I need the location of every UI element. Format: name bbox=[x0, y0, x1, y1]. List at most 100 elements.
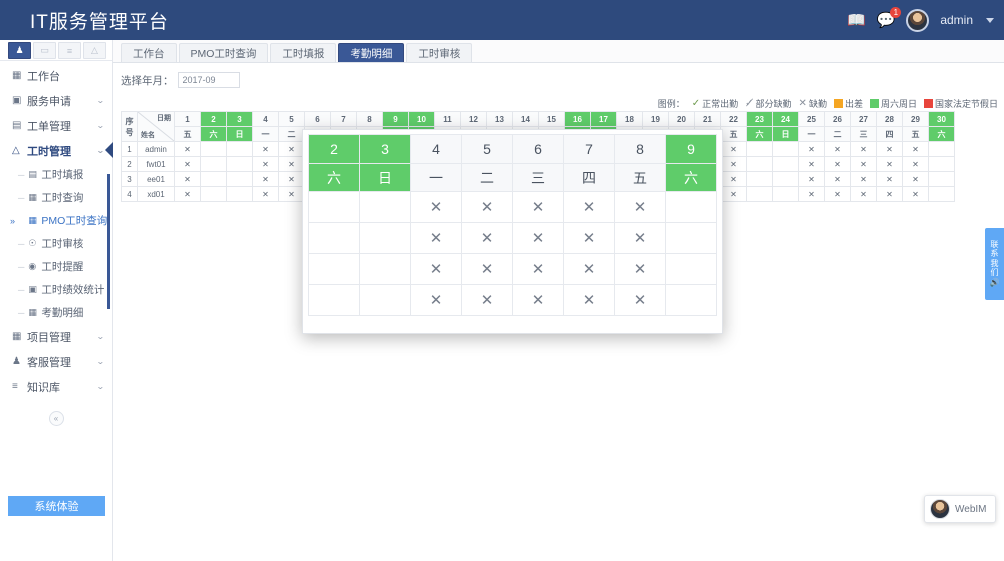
attendance-cell[interactable]: ✕ bbox=[902, 141, 929, 157]
zoom-attendance-cell[interactable] bbox=[308, 222, 360, 254]
tab-workbench[interactable]: 工作台 bbox=[121, 43, 177, 62]
zoom-attendance-cell[interactable] bbox=[308, 284, 360, 316]
message-icon[interactable]: 💬 1 bbox=[877, 6, 902, 28]
day-header[interactable]: 20 bbox=[668, 111, 695, 127]
attendance-cell[interactable]: ✕ bbox=[720, 186, 747, 202]
attendance-cell[interactable]: ✕ bbox=[252, 171, 279, 187]
zoom-day-header[interactable]: 3 bbox=[359, 134, 411, 164]
zoom-attendance-cell[interactable]: ✕ bbox=[512, 222, 564, 254]
attendance-cell[interactable]: ✕ bbox=[174, 156, 201, 172]
day-header[interactable]: 6 bbox=[304, 111, 331, 127]
tab-timesheet-review[interactable]: 工时审核 bbox=[406, 43, 473, 62]
zoom-attendance-cell[interactable]: ✕ bbox=[512, 284, 564, 316]
day-header[interactable]: 11 bbox=[434, 111, 461, 127]
user-name[interactable]: admin bbox=[940, 13, 973, 27]
zoom-attendance-cell[interactable]: ✕ bbox=[410, 191, 462, 223]
attendance-cell[interactable]: ✕ bbox=[720, 141, 747, 157]
zoom-attendance-cell[interactable]: ✕ bbox=[614, 191, 666, 223]
zoom-attendance-cell[interactable]: ✕ bbox=[563, 253, 615, 285]
sidebar-item-timesheet-remind[interactable]: ─ ◉ 工时提醒 bbox=[0, 255, 112, 278]
attendance-cell[interactable] bbox=[200, 141, 227, 157]
sidebar-item-knowledge-base[interactable]: ≡ 知识库 ⌄ bbox=[0, 374, 112, 399]
tab-attendance-detail[interactable]: 考勤明细 bbox=[338, 43, 405, 62]
sidebar-item-ticket-mgmt[interactable]: ▤ 工单管理 ⌄ bbox=[0, 113, 112, 138]
attendance-cell[interactable]: ✕ bbox=[174, 186, 201, 202]
zoom-attendance-cell[interactable]: ✕ bbox=[614, 253, 666, 285]
zoom-attendance-cell[interactable]: ✕ bbox=[461, 191, 513, 223]
attendance-cell[interactable]: ✕ bbox=[798, 141, 825, 157]
zoom-attendance-cell[interactable]: ✕ bbox=[563, 222, 615, 254]
user-icon[interactable]: ♟ bbox=[8, 42, 31, 59]
attendance-cell[interactable]: ✕ bbox=[252, 186, 279, 202]
day-header[interactable]: 22 bbox=[720, 111, 747, 127]
day-header[interactable]: 25 bbox=[798, 111, 825, 127]
day-header[interactable]: 1 bbox=[174, 111, 201, 127]
attendance-cell[interactable]: ✕ bbox=[902, 171, 929, 187]
zoom-attendance-cell[interactable]: ✕ bbox=[563, 191, 615, 223]
tab-timesheet-fill[interactable]: 工时填报 bbox=[270, 43, 337, 62]
zoom-attendance-cell[interactable] bbox=[359, 222, 411, 254]
zoom-day-header[interactable]: 8 bbox=[614, 134, 666, 164]
attendance-cell[interactable]: ✕ bbox=[876, 171, 903, 187]
day-header[interactable]: 5 bbox=[278, 111, 305, 127]
attendance-cell[interactable] bbox=[746, 171, 773, 187]
attendance-cell[interactable] bbox=[226, 186, 253, 202]
day-header[interactable]: 17 bbox=[590, 111, 617, 127]
attendance-cell[interactable] bbox=[200, 171, 227, 187]
zoom-attendance-cell[interactable]: ✕ bbox=[461, 284, 513, 316]
system-experience-button[interactable]: 系统体验 bbox=[8, 496, 105, 516]
zoom-attendance-cell[interactable] bbox=[665, 284, 717, 316]
attendance-cell[interactable]: ✕ bbox=[278, 171, 305, 187]
sidebar-item-project-mgmt[interactable]: ▦ 项目管理 ⌄ bbox=[0, 324, 112, 349]
day-header[interactable]: 23 bbox=[746, 111, 773, 127]
attendance-cell[interactable] bbox=[772, 156, 799, 172]
attendance-cell[interactable]: ✕ bbox=[798, 186, 825, 202]
webim-widget[interactable]: WebIM bbox=[924, 495, 996, 523]
attendance-cell[interactable]: ✕ bbox=[798, 171, 825, 187]
sidebar-item-workbench[interactable]: ▦ 工作台 bbox=[0, 63, 112, 88]
attendance-cell[interactable]: ✕ bbox=[876, 186, 903, 202]
day-header[interactable]: 18 bbox=[616, 111, 643, 127]
attendance-cell[interactable] bbox=[226, 156, 253, 172]
attendance-cell[interactable]: ✕ bbox=[902, 186, 929, 202]
sidebar-item-timesheet-fill[interactable]: ─ ▤ 工时填报 bbox=[0, 163, 112, 186]
day-header[interactable]: 26 bbox=[824, 111, 851, 127]
zoom-attendance-cell[interactable] bbox=[665, 253, 717, 285]
attendance-cell[interactable]: ✕ bbox=[252, 156, 279, 172]
day-header[interactable]: 16 bbox=[564, 111, 591, 127]
attendance-cell[interactable] bbox=[746, 156, 773, 172]
sidebar-item-pmo-timesheet-query[interactable]: » ─ ▦ PMO工时查询 bbox=[0, 209, 112, 232]
attendance-cell[interactable]: ✕ bbox=[278, 156, 305, 172]
attendance-cell[interactable] bbox=[226, 171, 253, 187]
day-header[interactable]: 15 bbox=[538, 111, 565, 127]
attendance-cell[interactable]: ✕ bbox=[278, 186, 305, 202]
day-header[interactable]: 9 bbox=[382, 111, 409, 127]
avatar[interactable] bbox=[906, 8, 930, 32]
attendance-cell[interactable]: ✕ bbox=[174, 141, 201, 157]
day-header[interactable]: 21 bbox=[694, 111, 721, 127]
attendance-cell[interactable]: ✕ bbox=[720, 156, 747, 172]
contact-us-tab[interactable]: 联 系 我 们 🔊 bbox=[985, 228, 1004, 300]
day-header[interactable]: 28 bbox=[876, 111, 903, 127]
zoom-attendance-cell[interactable] bbox=[665, 222, 717, 254]
attendance-cell[interactable] bbox=[200, 186, 227, 202]
zoom-attendance-cell[interactable]: ✕ bbox=[410, 253, 462, 285]
sidebar-item-attendance-detail[interactable]: ─ ▦ 考勤明细 bbox=[0, 301, 112, 324]
day-header[interactable]: 27 bbox=[850, 111, 877, 127]
attendance-cell[interactable]: ✕ bbox=[824, 141, 851, 157]
attendance-cell[interactable]: ✕ bbox=[876, 156, 903, 172]
zoom-attendance-cell[interactable]: ✕ bbox=[512, 253, 564, 285]
month-input[interactable] bbox=[177, 72, 240, 88]
sidebar-item-timesheet-mgmt[interactable]: △ 工时管理 ⌄ bbox=[0, 138, 113, 163]
sidebar-item-timesheet-review[interactable]: ─ ☉ 工时审核 bbox=[0, 232, 112, 255]
attendance-cell[interactable]: ✕ bbox=[252, 141, 279, 157]
zoom-day-header[interactable]: 4 bbox=[410, 134, 462, 164]
zoom-day-header[interactable]: 2 bbox=[308, 134, 360, 164]
zoom-day-header[interactable]: 9 bbox=[665, 134, 717, 164]
attendance-cell[interactable] bbox=[772, 171, 799, 187]
attendance-cell[interactable] bbox=[928, 156, 955, 172]
zoom-attendance-cell[interactable]: ✕ bbox=[614, 222, 666, 254]
day-header[interactable]: 24 bbox=[772, 111, 799, 127]
attendance-cell[interactable] bbox=[772, 141, 799, 157]
